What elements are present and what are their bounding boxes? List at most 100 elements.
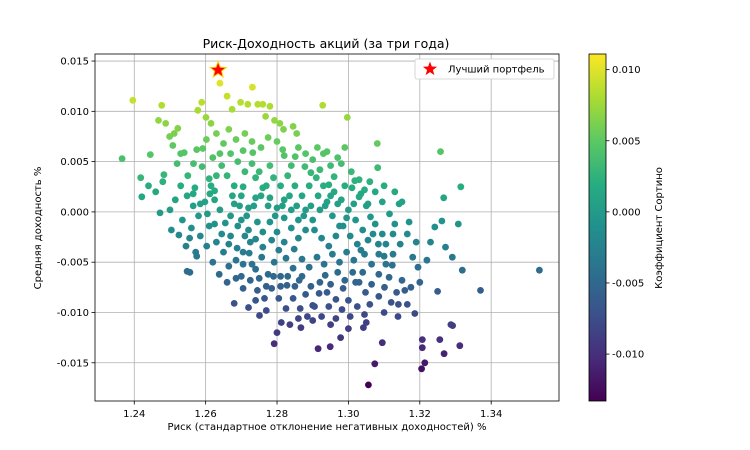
data-point — [401, 287, 409, 294]
data-point — [345, 297, 352, 304]
data-point — [229, 192, 236, 200]
data-point — [146, 151, 154, 159]
data-point — [301, 163, 309, 171]
data-point — [364, 200, 372, 208]
data-point — [195, 212, 202, 220]
data-point — [145, 182, 152, 190]
data-point — [304, 313, 311, 320]
data-point — [174, 124, 182, 132]
data-point — [403, 230, 411, 238]
data-point — [349, 268, 357, 276]
data-point — [334, 200, 342, 208]
data-point — [337, 334, 344, 341]
data-point — [334, 268, 342, 276]
data-point — [216, 206, 224, 214]
data-point — [230, 200, 238, 208]
data-point — [266, 194, 274, 202]
data-point — [361, 250, 368, 258]
data-point — [177, 150, 185, 158]
data-point — [332, 315, 340, 322]
data-point — [248, 260, 256, 268]
data-point — [280, 125, 287, 133]
data-point — [332, 232, 340, 240]
legend: Лучший портфель — [414, 58, 555, 80]
data-point — [305, 182, 313, 190]
data-point — [414, 263, 422, 271]
data-point — [309, 156, 317, 164]
data-point — [398, 276, 406, 284]
data-point — [371, 360, 379, 368]
data-point — [271, 212, 279, 220]
data-point — [369, 230, 377, 238]
data-point — [336, 258, 343, 266]
data-point — [416, 278, 424, 286]
data-point — [173, 160, 181, 168]
data-point — [245, 304, 252, 311]
data-point — [206, 190, 214, 198]
data-point — [252, 235, 259, 243]
data-point — [156, 209, 164, 217]
data-point — [407, 283, 415, 291]
data-point — [264, 270, 272, 278]
data-point — [282, 305, 290, 312]
data-point — [378, 339, 386, 347]
data-point — [431, 223, 439, 231]
colorbar: -0.010 -0.005 0.000 0.005 0.010 Коэффициент … — [588, 53, 665, 402]
data-point — [216, 150, 224, 158]
data-point — [302, 226, 309, 234]
data-point — [254, 287, 261, 294]
data-point — [315, 290, 323, 297]
data-point — [225, 240, 233, 248]
data-point — [248, 160, 256, 168]
plot-area: 1.24 1.26 1.28 1.30 1.32 1.34 -0.015-0.010-0.… — [57, 53, 560, 420]
data-point — [193, 146, 201, 154]
data-point — [252, 297, 259, 304]
data-point — [366, 178, 374, 186]
data-point — [321, 271, 329, 279]
data-point — [366, 301, 374, 308]
x-tick-label: 1.24 — [123, 409, 145, 420]
data-point — [236, 202, 244, 210]
y-tick-label: 0.005 — [60, 157, 89, 168]
data-point — [375, 270, 383, 278]
data-point — [257, 192, 265, 200]
data-point — [336, 222, 343, 230]
y-tick-label: 0.015 — [60, 57, 89, 68]
data-point — [248, 138, 256, 145]
data-point — [341, 276, 349, 284]
data-point — [225, 125, 233, 133]
data-point — [230, 182, 238, 190]
data-point — [380, 182, 388, 190]
data-point — [329, 250, 336, 258]
data-point — [343, 214, 350, 222]
data-point — [218, 162, 226, 170]
data-point — [293, 130, 301, 137]
best-portfolio-layer — [208, 60, 228, 79]
data-point — [298, 192, 306, 200]
data-point — [374, 164, 382, 172]
data-point — [365, 381, 372, 389]
data-point — [252, 174, 259, 182]
data-point — [316, 278, 324, 286]
data-point — [448, 253, 456, 261]
data-point — [353, 303, 361, 310]
data-point — [138, 193, 146, 201]
data-point — [268, 236, 276, 244]
data-point — [359, 226, 367, 234]
data-point — [223, 172, 231, 180]
data-point — [313, 253, 321, 261]
data-point — [284, 272, 292, 280]
data-point — [137, 174, 145, 182]
data-point — [225, 262, 233, 270]
data-point — [220, 248, 227, 256]
data-point — [458, 266, 466, 274]
data-point — [327, 162, 334, 170]
data-point — [196, 200, 204, 208]
data-point — [228, 105, 236, 113]
data-point — [160, 171, 168, 179]
x-tick-label: 1.32 — [409, 409, 431, 420]
data-point — [275, 295, 283, 302]
data-point — [186, 234, 194, 242]
data-point — [314, 144, 321, 151]
data-point — [289, 264, 297, 272]
